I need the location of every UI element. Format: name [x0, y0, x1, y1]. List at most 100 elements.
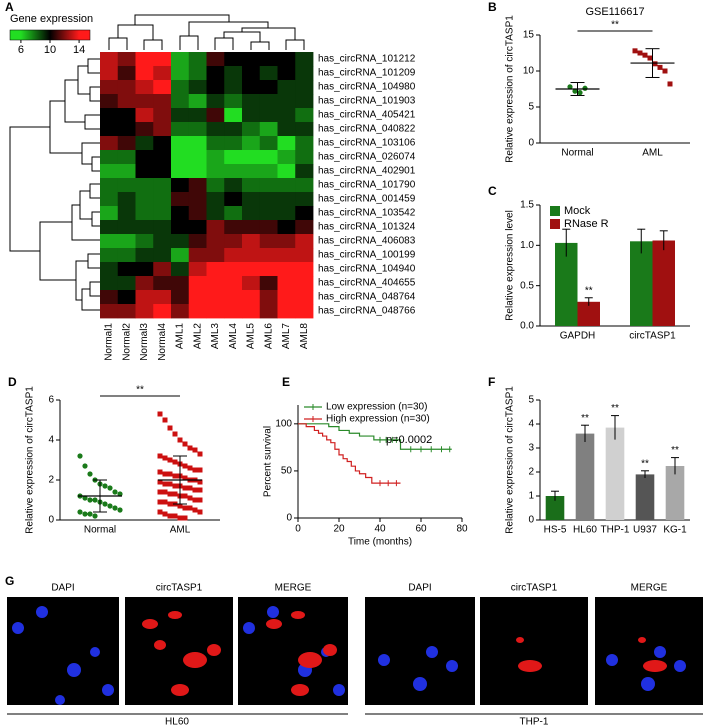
- heatmap-cell: [259, 220, 278, 235]
- channel-label: MERGE: [631, 583, 668, 594]
- x-tick-label: GAPDH: [560, 331, 596, 342]
- dot: [162, 499, 168, 505]
- x-tick-label: 60: [415, 524, 427, 535]
- dot: [87, 471, 93, 477]
- y-tick-label: 0: [48, 515, 54, 526]
- legend-label: Low expression (n=30): [326, 402, 427, 413]
- heatmap-cell: [117, 136, 136, 151]
- dot: [102, 483, 108, 489]
- dot: [567, 84, 573, 90]
- y-axis-label: Relative expression of circTASP1: [25, 386, 36, 534]
- y-axis-label: Relative expression level: [505, 210, 516, 321]
- dot: [197, 479, 203, 485]
- y-tick-label: 2: [528, 467, 534, 478]
- heatmap-cell: [153, 164, 172, 179]
- y-tick-label: 0: [286, 513, 292, 524]
- heatmap-cell: [277, 178, 296, 193]
- heatmap-cell: [206, 108, 225, 123]
- channel-label: circTASP1: [511, 583, 558, 594]
- heatmap-cell: [224, 234, 243, 249]
- bar: [545, 496, 565, 520]
- dot: [167, 425, 173, 431]
- legend-swatch: [550, 219, 560, 229]
- dot: [172, 513, 178, 519]
- dot: [92, 497, 98, 503]
- heatmap-cell: [117, 52, 136, 67]
- row-label: has_circRNA_406083: [318, 236, 416, 247]
- panel-label: F: [488, 375, 495, 389]
- heatmap-cell: [171, 262, 190, 277]
- row-label: has_circRNA_404655: [318, 278, 416, 289]
- bar: [555, 242, 578, 326]
- dot: [157, 479, 163, 485]
- heatmap-cell: [242, 206, 261, 221]
- column-label: AML7: [281, 323, 292, 350]
- column-label: AML3: [210, 323, 221, 350]
- heatmap-cell: [277, 122, 296, 137]
- x-tick-label: 20: [333, 524, 345, 535]
- heatmap-cell: [295, 290, 314, 305]
- heatmap-cell: [100, 234, 119, 249]
- row-label: has_circRNA_103106: [318, 138, 416, 149]
- heatmap-cell: [206, 150, 225, 165]
- heatmap-cell: [277, 304, 296, 319]
- heatmap-cell: [242, 164, 261, 179]
- dot: [197, 451, 203, 457]
- heatmap-cell: [171, 122, 190, 137]
- column-label: Normal3: [139, 323, 150, 361]
- heatmap-cell: [117, 262, 136, 277]
- heatmap-cell: [117, 248, 136, 263]
- bar: [605, 427, 625, 520]
- panel-label: D: [8, 375, 17, 389]
- x-tick-label: AML: [642, 148, 663, 159]
- heatmap-cell: [259, 206, 278, 221]
- heatmap-cell: [259, 290, 278, 305]
- row-label: has_circRNA_101790: [318, 180, 416, 191]
- heatmap-cell: [100, 206, 119, 221]
- heatmap-cell: [188, 234, 207, 249]
- colorbar-tick-label: 10: [44, 44, 56, 56]
- heatmap-cell: [188, 248, 207, 263]
- dot: [162, 511, 168, 517]
- heatmap-cell: [117, 220, 136, 235]
- dot: [117, 491, 123, 497]
- dot: [157, 469, 163, 475]
- heatmap-cell: [277, 290, 296, 305]
- dot: [197, 497, 203, 503]
- heatmap-cell: [171, 276, 190, 291]
- heatmap-cell: [242, 122, 261, 137]
- survival-curve: [298, 423, 401, 484]
- heatmap-cell: [242, 178, 261, 193]
- heatmap-cell: [153, 94, 172, 109]
- heatmap-cell: [117, 234, 136, 249]
- dot: [92, 513, 98, 519]
- heatmap-cell: [188, 122, 207, 137]
- panel-label: C: [488, 184, 497, 198]
- heatmap-cell: [135, 150, 154, 165]
- column-label: AML6: [263, 323, 274, 350]
- heatmap-cell: [259, 136, 278, 151]
- heatmap-cell: [295, 304, 314, 319]
- bar: [630, 241, 653, 326]
- heatmap-cell: [295, 248, 314, 263]
- row-label: has_circRNA_048764: [318, 292, 416, 303]
- x-tick-label: Normal: [561, 148, 593, 159]
- dot: [77, 453, 83, 459]
- heatmap-cell: [224, 304, 243, 319]
- row-label: has_circRNA_101209: [318, 68, 416, 79]
- heatmap-cell: [153, 234, 172, 249]
- dot: [187, 495, 193, 501]
- heatmap-cell: [206, 290, 225, 305]
- channel-label: circTASP1: [156, 583, 203, 594]
- colorbar-title: Gene expression: [10, 13, 93, 25]
- dot: [77, 509, 83, 515]
- error-bar: [581, 424, 589, 442]
- heatmap-cell: [259, 108, 278, 123]
- heatmap-cell: [188, 220, 207, 235]
- heatmap-cell: [135, 276, 154, 291]
- row-label: has_circRNA_026074: [318, 152, 416, 163]
- y-tick-label: 0.5: [520, 280, 534, 291]
- column-label: Normal2: [121, 323, 132, 361]
- heatmap-cell: [224, 136, 243, 151]
- dot: [162, 455, 168, 461]
